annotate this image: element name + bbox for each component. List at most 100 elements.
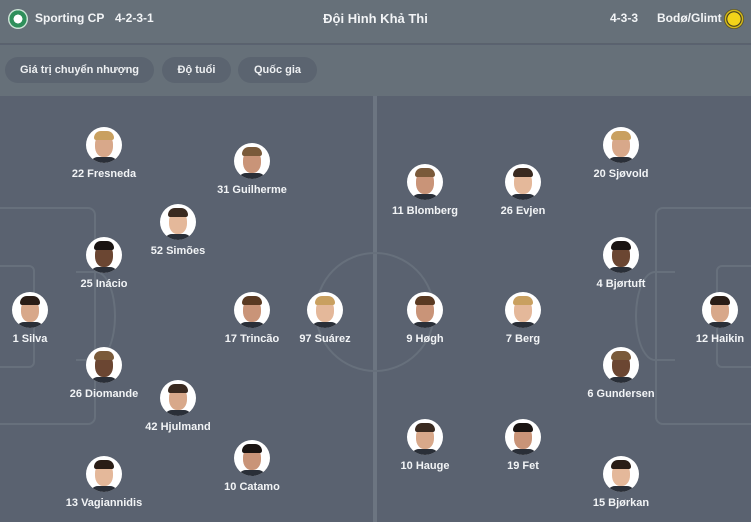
player-avatar[interactable] [702, 292, 738, 328]
hair-shape [710, 296, 730, 305]
hair-shape [611, 241, 631, 250]
shirt-shape [411, 194, 439, 200]
player-name[interactable]: 42 Hjulmand [145, 421, 211, 433]
player-away[interactable]: 9 Høgh [365, 292, 485, 345]
hair-shape [513, 423, 533, 432]
player-name[interactable]: 97 Suárez [299, 333, 351, 345]
shirt-shape [90, 377, 118, 383]
shirt-shape [90, 157, 118, 163]
player-home[interactable]: 31 Guilherme [192, 143, 312, 196]
player-name[interactable]: 1 Silva [12, 333, 48, 345]
hair-shape [20, 296, 40, 305]
player-name[interactable]: 4 Bjørtuft [596, 278, 646, 290]
shirt-shape [607, 157, 635, 163]
player-away[interactable]: 12 Haikin [660, 292, 751, 345]
player-away[interactable]: 19 Fet [463, 419, 583, 472]
shirt-shape [509, 194, 537, 200]
player-avatar[interactable] [603, 456, 639, 492]
hair-shape [242, 296, 262, 305]
player-avatar[interactable] [234, 440, 270, 476]
away-team-name[interactable]: Bodø/Glimt [657, 11, 722, 25]
filter-nationality[interactable]: Quốc gia [238, 57, 317, 83]
player-avatar[interactable] [86, 456, 122, 492]
player-away[interactable]: 15 Bjørkan [561, 456, 681, 509]
player-name[interactable]: 12 Haikin [695, 333, 745, 345]
player-home[interactable]: 17 Trincão [192, 292, 312, 345]
player-name[interactable]: 11 Blomberg [391, 205, 459, 217]
shirt-shape [16, 322, 44, 328]
away-formation: 4-3-3 [610, 11, 639, 25]
player-name[interactable]: 9 Høgh [406, 333, 444, 345]
player-home[interactable]: 22 Fresneda [44, 127, 164, 180]
player-avatar[interactable] [307, 292, 343, 328]
player-avatar[interactable] [603, 347, 639, 383]
hair-shape [242, 147, 262, 156]
player-home[interactable]: 10 Catamo [192, 440, 312, 493]
player-avatar[interactable] [86, 347, 122, 383]
player-home[interactable]: 52 Simões [118, 204, 238, 257]
player-avatar[interactable] [234, 143, 270, 179]
player-home[interactable]: 13 Vagiannidis [44, 456, 164, 509]
player-away[interactable]: 10 Hauge [365, 419, 485, 472]
shirt-shape [509, 322, 537, 328]
player-name[interactable]: 6 Gundersen [587, 388, 655, 400]
player-name[interactable]: 19 Fet [507, 460, 539, 472]
shirt-shape [607, 267, 635, 273]
player-home[interactable]: 42 Hjulmand [118, 380, 238, 433]
player-away[interactable]: 20 Sjøvold [561, 127, 681, 180]
player-name[interactable]: 26 Diomande [69, 388, 139, 400]
shirt-shape [706, 322, 734, 328]
player-avatar[interactable] [505, 419, 541, 455]
filter-market-value[interactable]: Giá trị chuyển nhượng [5, 57, 154, 83]
lineup-header: Sporting CP 4-2-3-1 Đội Hình Khả Thi 4-3… [0, 0, 751, 44]
player-name[interactable]: 17 Trincão [224, 333, 280, 345]
player-name[interactable]: 52 Simões [150, 245, 206, 257]
player-away[interactable]: 7 Berg [463, 292, 583, 345]
player-home[interactable]: 25 Inácio [44, 237, 164, 290]
filter-age[interactable]: Độ tuổi [162, 57, 231, 83]
player-name[interactable]: 10 Catamo [224, 481, 280, 493]
shirt-shape [90, 267, 118, 273]
player-home[interactable]: 26 Diomande [44, 347, 164, 400]
player-away[interactable]: 11 Blomberg [365, 164, 485, 217]
player-avatar[interactable] [160, 204, 196, 240]
player-away[interactable]: 6 Gundersen [561, 347, 681, 400]
player-name[interactable]: 25 Inácio [80, 278, 128, 290]
player-away[interactable]: 26 Evjen [463, 164, 583, 217]
player-avatar[interactable] [505, 164, 541, 200]
player-name[interactable]: 20 Sjøvold [593, 168, 649, 180]
player-home[interactable]: 1 Silva [0, 292, 90, 345]
hair-shape [611, 351, 631, 360]
player-avatar[interactable] [234, 292, 270, 328]
player-name[interactable]: 22 Fresneda [71, 168, 137, 180]
player-avatar[interactable] [603, 127, 639, 163]
player-name[interactable]: 15 Bjørkan [592, 497, 650, 509]
hair-shape [242, 444, 262, 453]
player-name[interactable]: 31 Guilherme [217, 184, 287, 196]
player-avatar[interactable] [407, 292, 443, 328]
bodo-glimt-crest-icon [724, 9, 744, 29]
player-avatar[interactable] [12, 292, 48, 328]
player-avatar[interactable] [603, 237, 639, 273]
player-name[interactable]: 10 Hauge [400, 460, 450, 472]
shirt-shape [238, 322, 266, 328]
player-avatar[interactable] [407, 164, 443, 200]
hair-shape [168, 208, 188, 217]
shirt-shape [238, 470, 266, 476]
player-avatar[interactable] [160, 380, 196, 416]
player-home[interactable]: 97 Suárez [265, 292, 385, 345]
sporting-crest-icon [8, 9, 28, 29]
player-avatar[interactable] [86, 127, 122, 163]
home-team-name[interactable]: Sporting CP [35, 11, 105, 25]
player-avatar[interactable] [407, 419, 443, 455]
player-avatar[interactable] [505, 292, 541, 328]
hair-shape [513, 296, 533, 305]
shirt-shape [411, 322, 439, 328]
hair-shape [94, 131, 114, 140]
shirt-shape [607, 486, 635, 492]
player-name[interactable]: 13 Vagiannidis [65, 497, 143, 509]
player-away[interactable]: 4 Bjørtuft [561, 237, 681, 290]
player-name[interactable]: 7 Berg [505, 333, 541, 345]
player-name[interactable]: 26 Evjen [500, 205, 546, 217]
player-avatar[interactable] [86, 237, 122, 273]
